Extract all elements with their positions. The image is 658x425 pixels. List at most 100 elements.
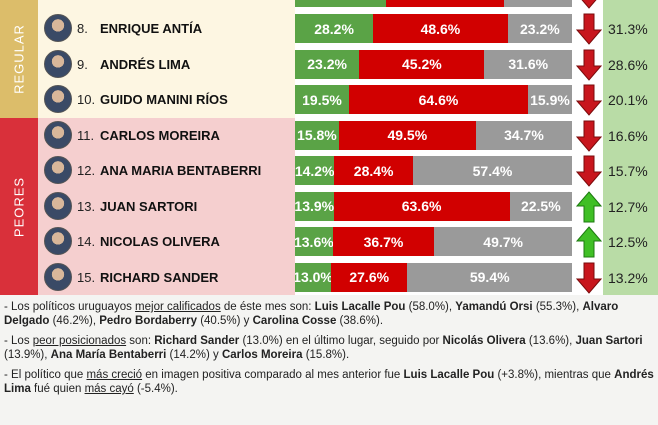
bar-negative: 49.5% [338, 120, 476, 150]
note-text: fué quien [30, 383, 85, 395]
regular-bg [38, 0, 295, 118]
note-text: (15.8%). [302, 349, 350, 361]
note-text: más creció [86, 369, 143, 381]
bar-positive: 15.8% [295, 120, 339, 150]
politician-name: ANDRÉS LIMA [100, 56, 191, 72]
politician-name: ANA MARIA BENTABERRI [100, 163, 262, 178]
avatar [44, 227, 72, 255]
note-text: (46.2%), [49, 315, 100, 327]
note-text: - Los [4, 335, 33, 347]
note-text: (58.0%), [405, 301, 456, 313]
bar-negative: 45.2% [359, 49, 485, 79]
note-text: (38.6%). [336, 315, 384, 327]
note-text: (+3.8%), mientras que [494, 369, 615, 381]
note-text: (13.6%), [525, 335, 576, 347]
table-row: 10. GUIDO MANINI RÍOS 19.5% 64.6% 15.9% 20.1% [0, 82, 658, 117]
ranking-chart: REGULAR PEORES 8. ENRIQUE ANTÍA 28.2% 48.6%… [0, 0, 658, 295]
bar-negative: 48.6% [373, 14, 508, 43]
table-row: 11. CARLOS MOREIRA 15.8% 49.5% 34.7% 16.6% [0, 118, 658, 153]
note-text: Carlos Moreira [221, 349, 303, 361]
rank-number: 15. [77, 269, 96, 285]
previous-value: 15.7% [608, 163, 648, 179]
note-text: más cayó [84, 383, 134, 395]
previous-value: 12.5% [608, 234, 648, 250]
previous-value: 31.3% [608, 21, 648, 37]
previous-value: 12.7% [608, 198, 648, 215]
note-text: Ana María Bentaberri [50, 349, 167, 361]
peores-bg [38, 118, 295, 295]
avatar [44, 156, 72, 184]
note-text: en imagen positiva comparado al mes ante… [142, 369, 404, 381]
avatar [44, 191, 72, 220]
previous-month-column [603, 0, 658, 295]
bar-neutral: 23.2% [507, 14, 572, 43]
arrow-down-icon [576, 13, 602, 45]
bar-neutral: 15.9% [527, 85, 572, 114]
note-paragraph: - Los políticos uruguayos mejor califica… [4, 300, 654, 328]
avatar [44, 262, 72, 291]
table-row: 13. JUAN SARTORI 13.9% 63.6% 22.5% 12.7% [0, 189, 658, 224]
section-peores: PEORES [0, 118, 38, 295]
bar-neutral: 34.7% [475, 120, 572, 150]
bar-negative: 27.6% [331, 262, 408, 292]
rank-number: 13. [77, 198, 96, 214]
note-paragraph: - Los peor posicionados son: Richard San… [4, 334, 654, 362]
note-text: Nicolás Olivera [442, 335, 526, 347]
note-text: Andrés Lima [4, 369, 654, 395]
note-text: Richard Sander [154, 335, 240, 347]
note-text: (-5.4%). [133, 383, 178, 395]
note-text: Luis Lacalle Pou [403, 369, 495, 381]
bar-positive: 13.9% [295, 191, 334, 221]
note-text: Pedro Bordaberry [99, 315, 198, 327]
politician-name: RICHARD SANDER [100, 269, 219, 285]
note-text: (13.0%) en el último lugar, seguido por [239, 335, 443, 347]
bar-neutral: 31.6% [484, 49, 572, 79]
note-text: son: [126, 335, 155, 347]
table-row: 12. ANA MARIA BENTABERRI 14.2% 28.4% 57.4% 15… [0, 153, 658, 188]
arrow-down-icon [576, 49, 602, 81]
arrow-down-icon [576, 120, 602, 152]
bar-positive: 28.2% [295, 14, 374, 43]
note-text: peor posicionados [32, 335, 127, 347]
table-row: 15. RICHARD SANDER 13.0% 27.6% 59.4% 13.2% [0, 260, 658, 295]
politician-name: CARLOS MOREIRA [100, 127, 220, 143]
previous-value: 16.6% [608, 127, 648, 144]
table-row: 8. ENRIQUE ANTÍA 28.2% 48.6% 23.2% 31.3% [0, 11, 658, 46]
avatar [44, 120, 72, 149]
bar-positive: 13.6% [295, 227, 333, 256]
rank-number: 9. [77, 56, 88, 72]
bar-positive: 14.2% [295, 156, 335, 185]
note-text: Juan Sartori [575, 335, 643, 347]
politician-name: GUIDO MANINI RÍOS [100, 92, 228, 107]
previous-value: 28.6% [608, 56, 648, 73]
bar-negative: 36.7% [332, 227, 435, 256]
summary-notes: - Los políticos uruguayos mejor califica… [4, 300, 654, 402]
arrow-down-icon [576, 262, 602, 294]
note-paragraph: - El político que más creció en imagen p… [4, 368, 654, 396]
arrow-down-icon [576, 155, 602, 187]
table-row: 14. NICOLAS OLIVERA 13.6% 36.7% 49.7% 12.5% [0, 224, 658, 259]
note-text: mejor calificados [135, 301, 221, 313]
note-text: (14.2%) y [166, 349, 222, 361]
politician-name: NICOLAS OLIVERA [100, 234, 220, 249]
bar-negative: 63.6% [333, 191, 510, 221]
bar-neutral: 49.7% [434, 227, 572, 256]
rank-number: 14. [77, 234, 96, 249]
arrow-up-icon [576, 226, 602, 258]
rank-number: 11. [77, 127, 95, 143]
arrow-up-icon [576, 190, 602, 222]
table-row-partial [0, 0, 658, 10]
bar-positive: 19.5% [295, 85, 349, 114]
table-row: 9. ANDRÉS LIMA 23.2% 45.2% 31.6% 28.6% [0, 47, 658, 82]
rank-number: 10. [77, 92, 96, 107]
section-regular: REGULAR [0, 0, 38, 118]
note-text: (40.5%) y [197, 315, 253, 327]
note-text: Carolina Cosse [252, 315, 337, 327]
note-text: - El político que [4, 369, 87, 381]
arrow-down-icon [576, 84, 602, 116]
note-text: de éste mes son: [220, 301, 315, 313]
bar-neutral [504, 0, 572, 7]
note-text: Luis Lacalle Pou [314, 301, 406, 313]
avatar [44, 49, 72, 78]
note-text: Alvaro Delgado [4, 301, 619, 327]
